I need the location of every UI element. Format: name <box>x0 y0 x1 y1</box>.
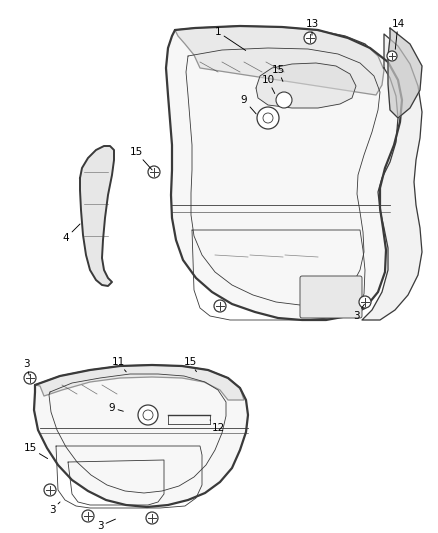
Text: 1: 1 <box>215 27 246 51</box>
Circle shape <box>24 372 36 384</box>
Circle shape <box>257 107 279 129</box>
Text: 15: 15 <box>272 65 285 82</box>
Polygon shape <box>388 28 422 118</box>
Text: 3: 3 <box>353 304 364 321</box>
Text: 12: 12 <box>210 420 225 433</box>
Polygon shape <box>35 365 244 400</box>
Circle shape <box>146 512 158 524</box>
Polygon shape <box>34 365 248 507</box>
Text: 4: 4 <box>63 224 80 243</box>
Text: 3: 3 <box>97 519 116 531</box>
Circle shape <box>387 51 397 61</box>
Text: 9: 9 <box>109 403 124 413</box>
Polygon shape <box>175 26 384 95</box>
Text: 15: 15 <box>129 147 152 170</box>
Circle shape <box>276 92 292 108</box>
Circle shape <box>359 296 371 308</box>
Circle shape <box>82 510 94 522</box>
Polygon shape <box>256 63 356 108</box>
FancyBboxPatch shape <box>300 276 362 318</box>
Polygon shape <box>362 34 422 320</box>
Polygon shape <box>80 146 114 286</box>
Circle shape <box>304 32 316 44</box>
Text: 10: 10 <box>261 75 275 93</box>
Text: 15: 15 <box>184 357 197 372</box>
Text: 9: 9 <box>241 95 256 114</box>
Text: 15: 15 <box>23 443 48 458</box>
Text: 3: 3 <box>49 502 60 515</box>
Polygon shape <box>166 26 402 320</box>
Text: 14: 14 <box>392 19 405 49</box>
Text: 3: 3 <box>23 359 29 375</box>
Circle shape <box>148 166 160 178</box>
Text: 13: 13 <box>305 19 318 35</box>
Circle shape <box>138 405 158 425</box>
Circle shape <box>44 484 56 496</box>
Text: 11: 11 <box>111 357 126 372</box>
Circle shape <box>214 300 226 312</box>
